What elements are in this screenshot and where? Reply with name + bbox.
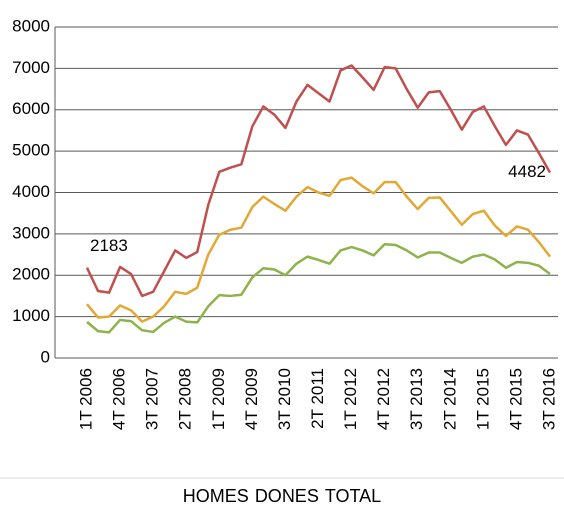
y-tick-label: 4000 <box>12 182 50 201</box>
series-line <box>85 64 552 298</box>
y-tick-label: 0 <box>41 347 50 366</box>
series-line <box>86 242 551 334</box>
data-label: 4482 <box>508 162 546 181</box>
y-tick-label: 5000 <box>12 141 50 160</box>
x-tick-label: 4T 2015 <box>506 368 525 430</box>
legend-label: DONES <box>255 486 319 506</box>
x-tick-label: 4T 2006 <box>110 368 129 430</box>
y-tick-label: 3000 <box>12 223 50 242</box>
y-tick-label: 8000 <box>12 16 50 35</box>
x-tick-label: 2T 2014 <box>440 368 459 430</box>
x-tick-label: 1T 2012 <box>341 368 360 430</box>
y-tick-label: 7000 <box>12 58 50 77</box>
x-tick-label: 1T 2009 <box>209 368 228 430</box>
x-tick-label: 4T 2012 <box>374 368 393 430</box>
x-tick-label: 1T 2006 <box>76 368 95 430</box>
x-tick-label: 2T 2011 <box>308 368 327 429</box>
series-line <box>86 176 551 323</box>
x-tick-label: 3T 2007 <box>143 368 162 430</box>
x-tick-label: 3T 2013 <box>407 368 426 430</box>
x-tick-label: 4T 2009 <box>242 368 261 430</box>
y-tick-label: 1000 <box>12 306 50 325</box>
y-tick-label: 2000 <box>12 265 50 284</box>
x-tick-label: 2T 2008 <box>176 368 195 430</box>
x-tick-label: 3T 2010 <box>275 368 294 430</box>
data-label: 2183 <box>90 236 128 255</box>
x-tick-label: 3T 2016 <box>539 368 558 430</box>
x-tick-label: 1T 2015 <box>473 368 492 430</box>
legend-label: HOMES <box>183 486 249 506</box>
legend-label: TOTAL <box>325 486 381 506</box>
y-tick-label: 6000 <box>12 99 50 118</box>
